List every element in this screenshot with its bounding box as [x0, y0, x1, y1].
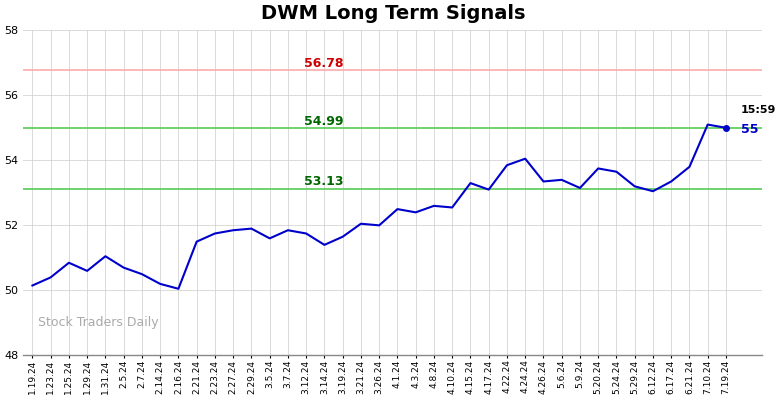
- Text: 56.78: 56.78: [304, 57, 343, 70]
- Text: Stock Traders Daily: Stock Traders Daily: [38, 316, 158, 330]
- Text: 55: 55: [741, 123, 758, 136]
- Text: 15:59: 15:59: [741, 105, 776, 115]
- Text: 54.99: 54.99: [304, 115, 343, 128]
- Title: DWM Long Term Signals: DWM Long Term Signals: [260, 4, 525, 23]
- Text: 53.13: 53.13: [304, 176, 343, 188]
